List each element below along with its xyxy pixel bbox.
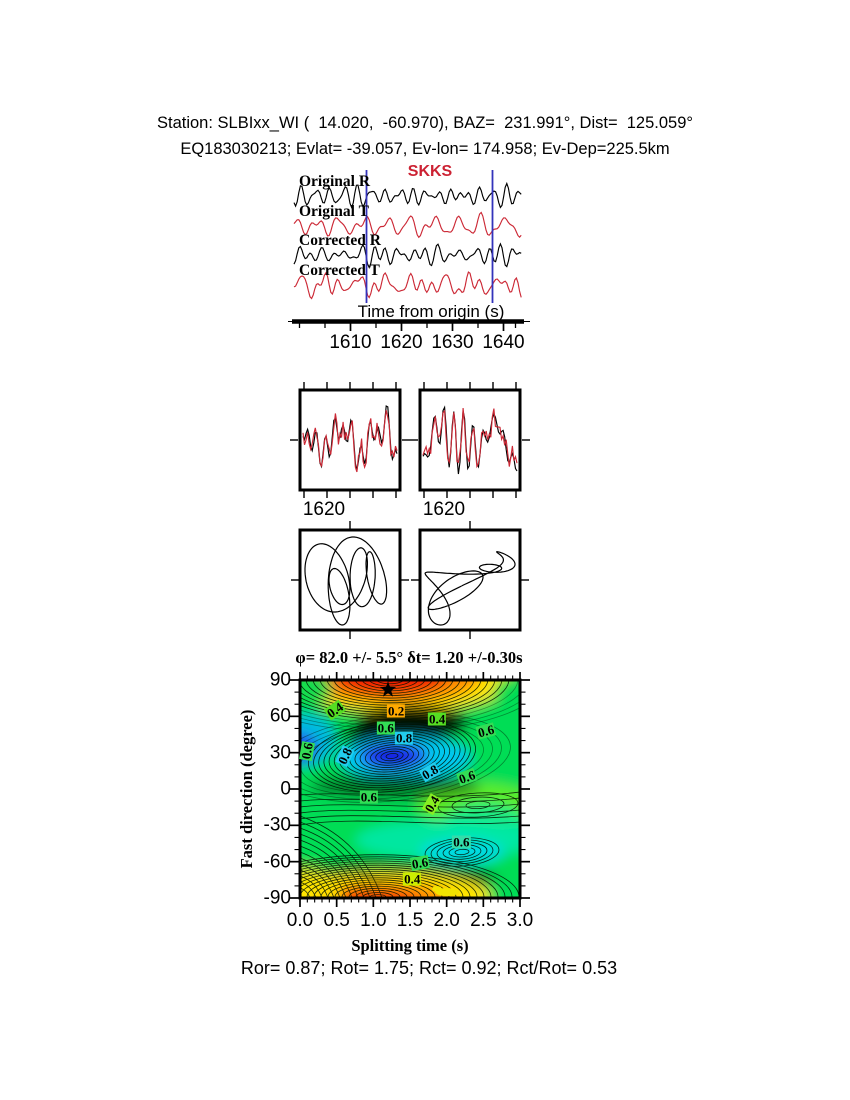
event-info-line: EQ183030213; Evlat= -39.057, Ev-lon= 174… xyxy=(180,140,670,158)
particle-motion-box-right xyxy=(418,528,522,632)
contour-y-axis-title: Fast direction (degree) xyxy=(237,709,256,869)
contour-frame xyxy=(298,678,522,900)
particle-motion-curve-left xyxy=(304,536,388,626)
time-axis-title: Time from origin (s) xyxy=(357,302,505,321)
best-fit-star-icon xyxy=(379,681,397,697)
overlay-wave-red-left xyxy=(302,410,398,473)
trace-1 xyxy=(293,211,522,239)
trace-3 xyxy=(293,271,522,300)
result-summary-line: Ror= 0.87; Rot= 1.75; Rct= 0.92; Rct/Rot… xyxy=(240,958,618,978)
contour-x-axis-title: Splitting time (s) xyxy=(351,936,469,955)
overlay-wave-red-right xyxy=(422,407,518,469)
contour-label-smudge xyxy=(432,886,442,892)
trace-0 xyxy=(293,181,522,209)
overlay-box-right xyxy=(418,388,522,492)
overlay-box-left xyxy=(298,388,402,492)
particle-motion-box-left xyxy=(298,528,402,632)
particle-motion-curve-right xyxy=(424,551,516,626)
phase-label: SKKS xyxy=(407,163,453,180)
contour-plot-title: φ= 82.0 +/- 5.5° δt= 1.20 +/-0.30s xyxy=(295,648,523,667)
station-info-line: Station: SLBIxx_WI ( 14.020, -60.970), B… xyxy=(156,114,693,132)
trace-2 xyxy=(293,242,522,269)
overlay-wave-black-right xyxy=(422,405,518,475)
